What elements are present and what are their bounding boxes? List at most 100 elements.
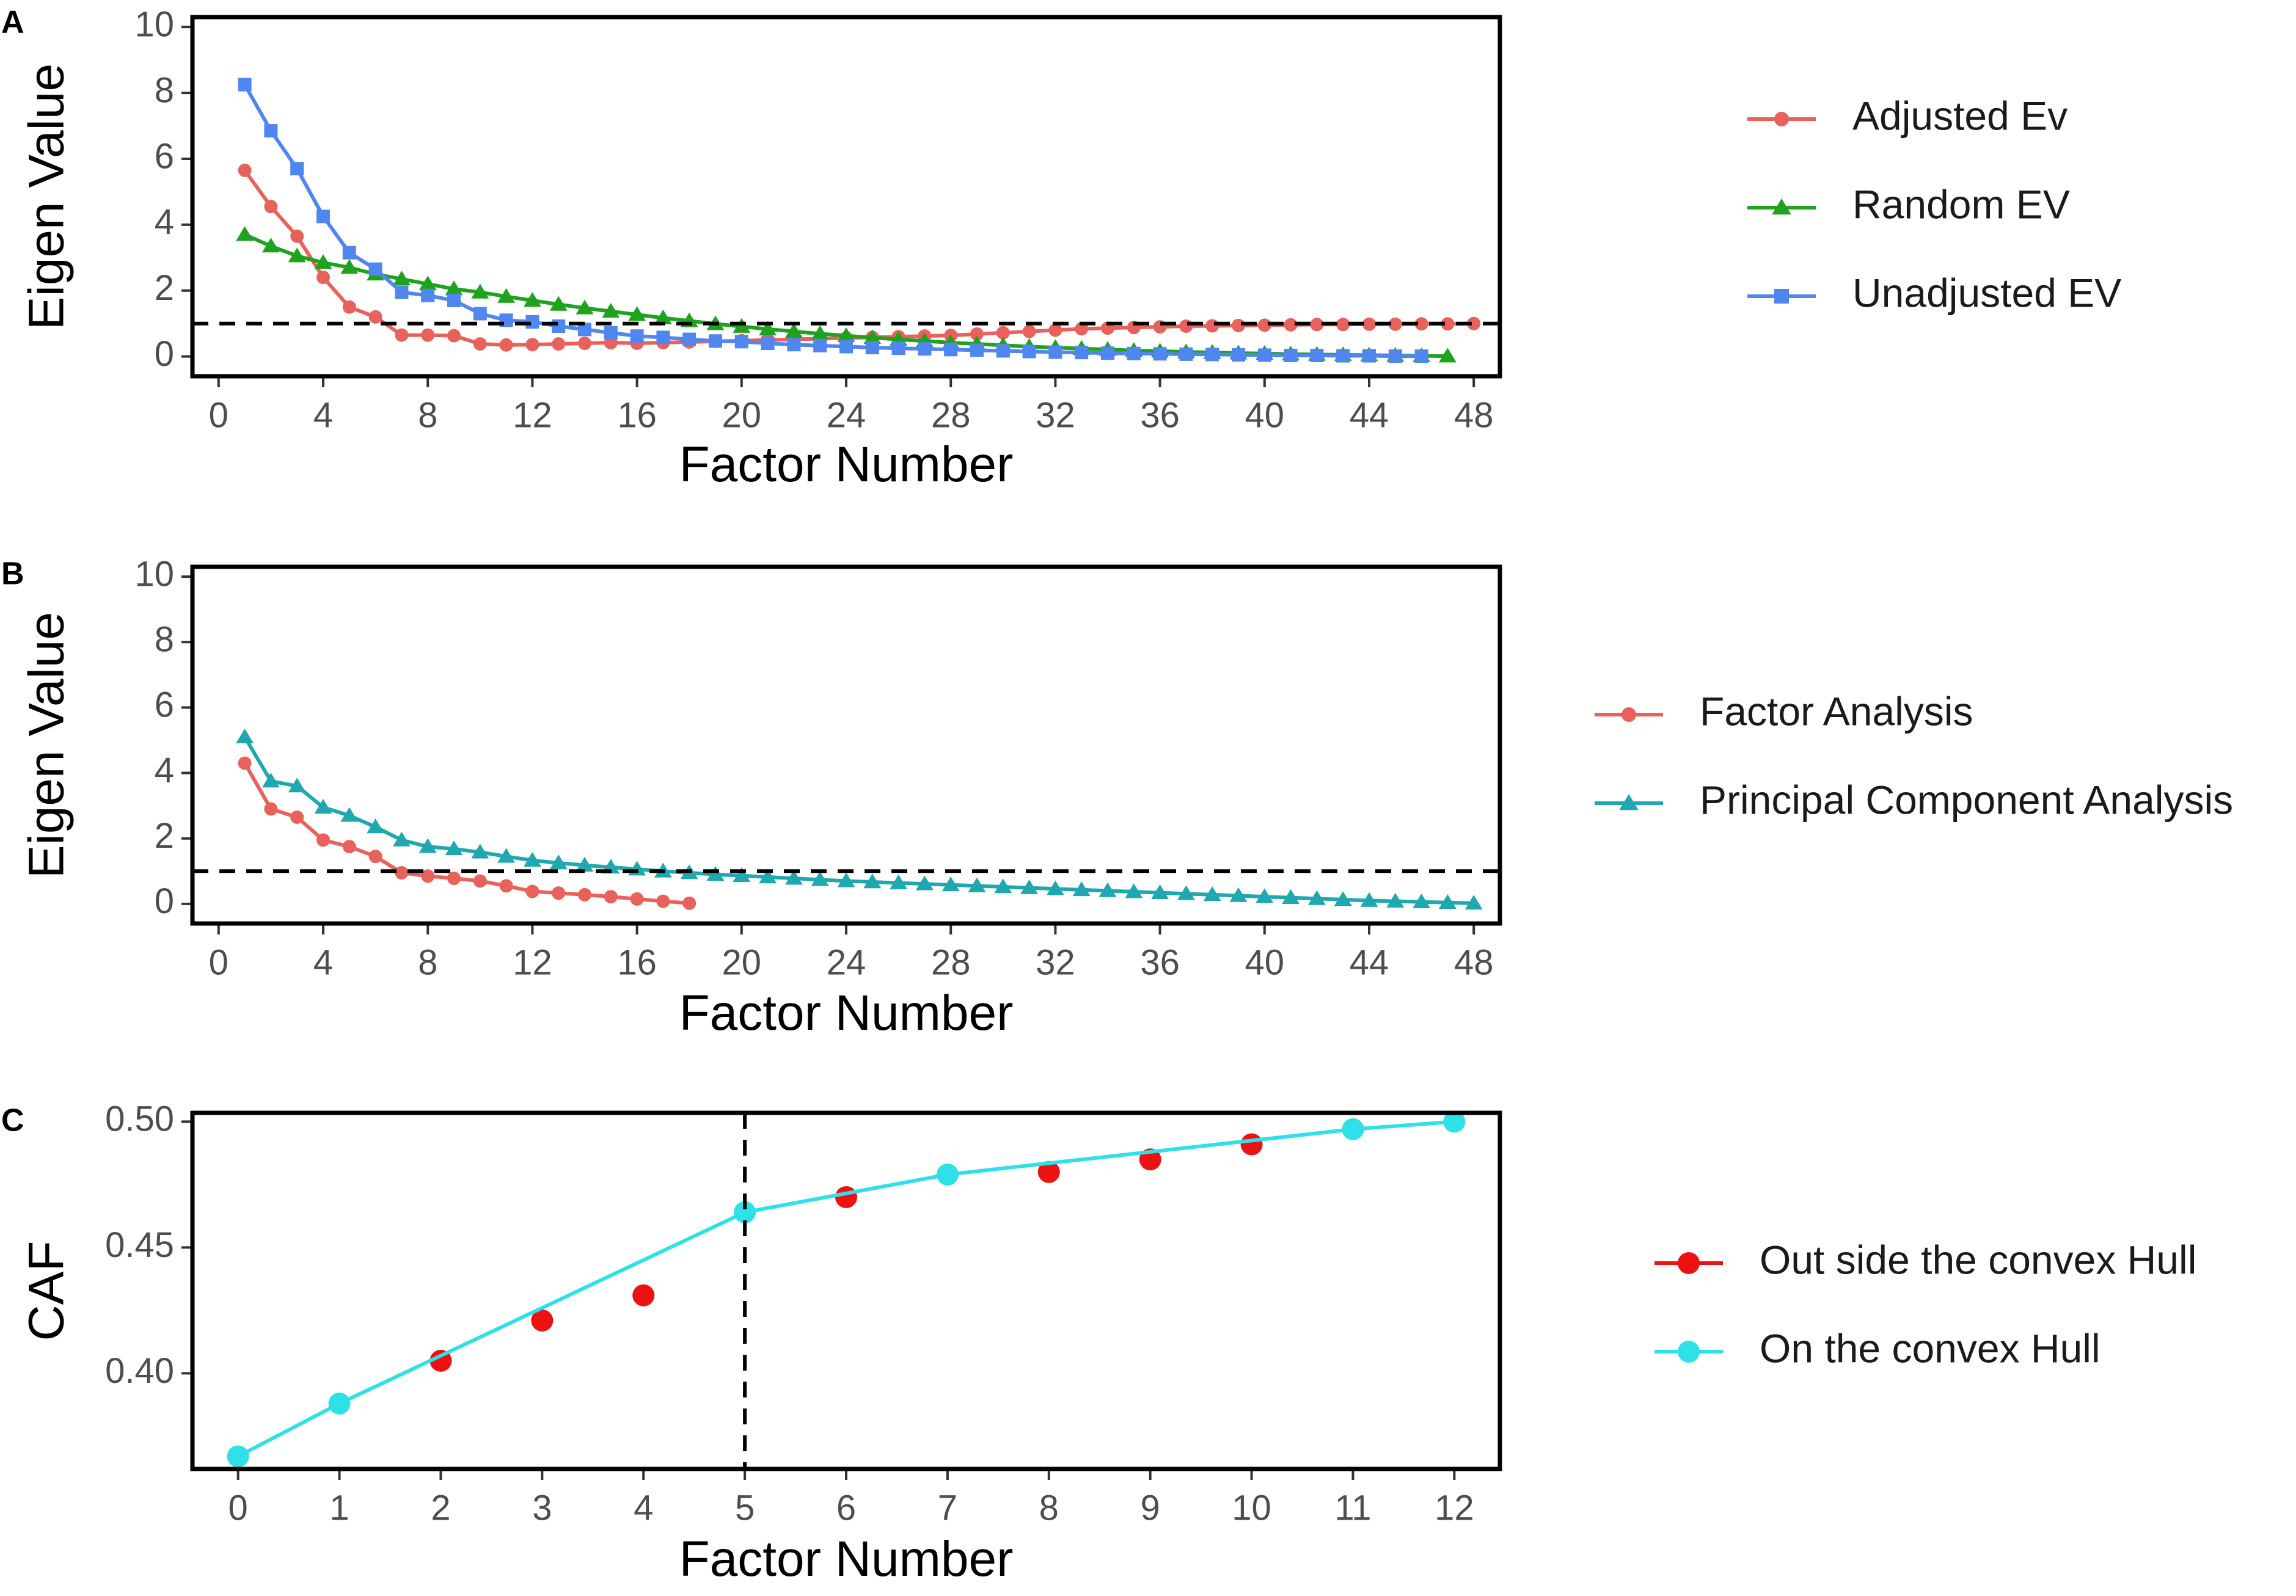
data-point: [835, 1186, 857, 1209]
series-factor-analysis: [238, 756, 696, 910]
data-point: [837, 327, 855, 342]
panel-letter: C: [1, 1103, 24, 1139]
data-point: [552, 337, 566, 351]
data-point: [578, 322, 591, 337]
data-point: [473, 307, 487, 321]
x-tick-label: 8: [418, 942, 437, 982]
data-point: [996, 344, 1010, 358]
data-point: [1177, 885, 1195, 900]
data-point: [1240, 1133, 1263, 1156]
data-point: [1099, 882, 1117, 897]
series-line: [243, 762, 690, 905]
data-point: [290, 162, 304, 176]
data-point: [1229, 887, 1248, 902]
data-point: [445, 840, 463, 856]
data-point: [367, 818, 385, 834]
legend: Adjusted Ev Random EV Unadjusted EV: [1747, 93, 2121, 315]
data-point: [525, 338, 539, 352]
x-tick-label: 5: [735, 1488, 755, 1528]
legend-swatch-marker: [1678, 1341, 1700, 1363]
panel-letter: B: [1, 556, 24, 592]
y-tick-label: 6: [155, 685, 174, 725]
data-point: [1388, 349, 1402, 363]
data-point: [578, 887, 591, 902]
data-point: [430, 1349, 452, 1372]
data-point: [552, 886, 566, 900]
data-point: [1022, 324, 1036, 338]
data-point: [368, 262, 382, 276]
data-point: [1072, 881, 1091, 897]
data-point: [706, 865, 725, 881]
legend-swatch-marker: [1772, 199, 1791, 215]
y-tick-label: 0.40: [105, 1351, 174, 1391]
data-point: [734, 1201, 756, 1223]
legend-swatch-marker: [1774, 112, 1789, 126]
x-tick-label: 4: [313, 395, 333, 435]
legend-label: Unadjusted EV: [1852, 270, 2121, 315]
y-tick-label: 0.45: [105, 1225, 174, 1265]
x-tick-label: 0: [209, 942, 229, 982]
x-tick-label: 12: [1435, 1488, 1474, 1528]
data-point: [1284, 318, 1298, 332]
data-point: [733, 867, 751, 883]
data-point: [602, 302, 620, 318]
data-point: [342, 840, 356, 854]
legend-item: Factor Analysis: [1595, 688, 1973, 734]
data-point: [552, 319, 566, 333]
legend-swatch-marker: [1774, 289, 1789, 304]
data-point: [445, 280, 463, 296]
x-tick-label: 7: [938, 1488, 957, 1528]
data-point: [891, 341, 905, 355]
y-tick-label: 8: [155, 620, 174, 660]
data-point: [392, 831, 411, 847]
data-point: [395, 328, 409, 342]
data-point: [784, 870, 803, 885]
data-point: [1441, 317, 1455, 331]
data-point: [863, 329, 882, 344]
x-tick-label: 40: [1245, 395, 1285, 435]
data-point: [759, 869, 777, 884]
data-point: [1101, 346, 1114, 360]
data-point: [970, 327, 984, 341]
plot-frame: [190, 564, 1502, 926]
data-point: [1048, 323, 1062, 337]
data-point: [264, 124, 278, 138]
data-point: [1020, 879, 1039, 894]
data-point: [549, 854, 568, 870]
y-axis-title: Eigen Value: [19, 64, 75, 330]
data-point: [1310, 318, 1324, 332]
x-tick-label: 6: [836, 1488, 856, 1528]
data-point: [525, 884, 539, 898]
data-point: [261, 773, 280, 788]
x-tick-label: 44: [1350, 395, 1389, 435]
y-tick-label: 2: [155, 816, 174, 856]
y-tick-label: 0: [155, 334, 174, 374]
y-tick-label: 2: [155, 268, 174, 308]
y-tick-label: 10: [134, 554, 174, 594]
data-point: [733, 318, 751, 333]
data-point: [1179, 347, 1193, 361]
data-point: [1284, 349, 1298, 363]
x-tick-label: 20: [722, 395, 762, 435]
data-point: [238, 78, 252, 92]
data-point: [604, 890, 618, 904]
data-point: [473, 874, 487, 888]
x-tick-label: 48: [1454, 395, 1494, 435]
data-point: [1151, 884, 1169, 899]
data-point: [654, 309, 672, 324]
y-tick-label: 4: [155, 202, 174, 242]
legend-label: On the convex Hull: [1760, 1325, 2100, 1371]
x-tick-label: 12: [513, 395, 552, 435]
data-point: [288, 778, 306, 793]
y-tick-label: 8: [155, 70, 174, 110]
x-tick-label: 16: [617, 395, 657, 435]
data-point: [734, 335, 748, 349]
data-point: [970, 343, 984, 357]
data-point: [531, 1309, 554, 1332]
series-line: [237, 1120, 1455, 1459]
data-point: [944, 343, 958, 357]
data-point: [630, 329, 644, 343]
x-tick-label: 28: [931, 942, 971, 982]
data-point: [994, 878, 1012, 894]
